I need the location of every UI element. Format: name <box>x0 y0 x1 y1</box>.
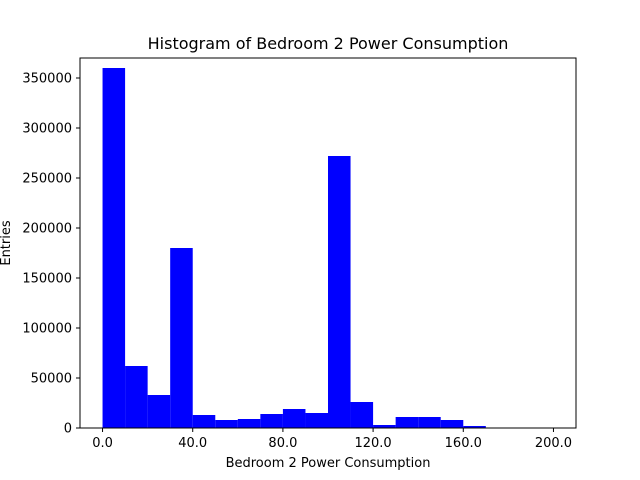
y-tick-label: 50000 <box>31 372 72 387</box>
histogram-bar <box>305 413 328 428</box>
histogram-bar <box>170 248 193 428</box>
y-tick-label: 150000 <box>22 272 72 287</box>
histogram-bar <box>282 409 306 428</box>
histogram-bar <box>102 68 126 428</box>
y-tick-label: 200000 <box>22 222 72 237</box>
x-tick-label: 0.0 <box>92 436 113 451</box>
bars-layer <box>102 68 486 428</box>
histogram-bar <box>192 415 216 428</box>
histogram-bar <box>328 156 351 428</box>
histogram-bar <box>125 366 148 428</box>
y-tick-label: 300000 <box>22 122 72 137</box>
y-tick-label: 250000 <box>22 172 72 187</box>
histogram-bar <box>373 425 396 428</box>
x-tick-label: 200.0 <box>535 436 572 451</box>
x-tick-label: 160.0 <box>445 436 482 451</box>
x-axis: 0.0 40.0 80.0 120.0 160.0 200.0 <box>92 428 572 451</box>
histogram-bar <box>215 420 238 428</box>
x-tick-label: 40.0 <box>178 436 207 451</box>
histogram-bar <box>350 402 374 428</box>
histogram-bar <box>260 414 283 428</box>
x-axis-label: Bedroom 2 Power Consumption <box>226 456 431 471</box>
y-axis-label: Entries <box>0 220 14 266</box>
histogram-bar <box>395 417 419 428</box>
x-tick-label: 80.0 <box>268 436 297 451</box>
x-tick-label: 120.0 <box>354 436 391 451</box>
y-tick-label: 350000 <box>22 72 72 87</box>
y-tick-label: 100000 <box>22 322 72 337</box>
histogram-bar <box>147 395 171 428</box>
plot-frame <box>79 57 577 429</box>
histogram-bar <box>440 420 464 428</box>
histogram-bar <box>418 417 441 428</box>
histogram-bar <box>237 419 261 428</box>
histogram-bar <box>463 426 486 428</box>
chart-title: Histogram of Bedroom 2 Power Consumption <box>148 34 509 53</box>
y-tick-label: 0 <box>64 422 72 437</box>
y-axis: 0 50000 100000 150000 200000 250000 300000 3500… <box>22 72 80 437</box>
